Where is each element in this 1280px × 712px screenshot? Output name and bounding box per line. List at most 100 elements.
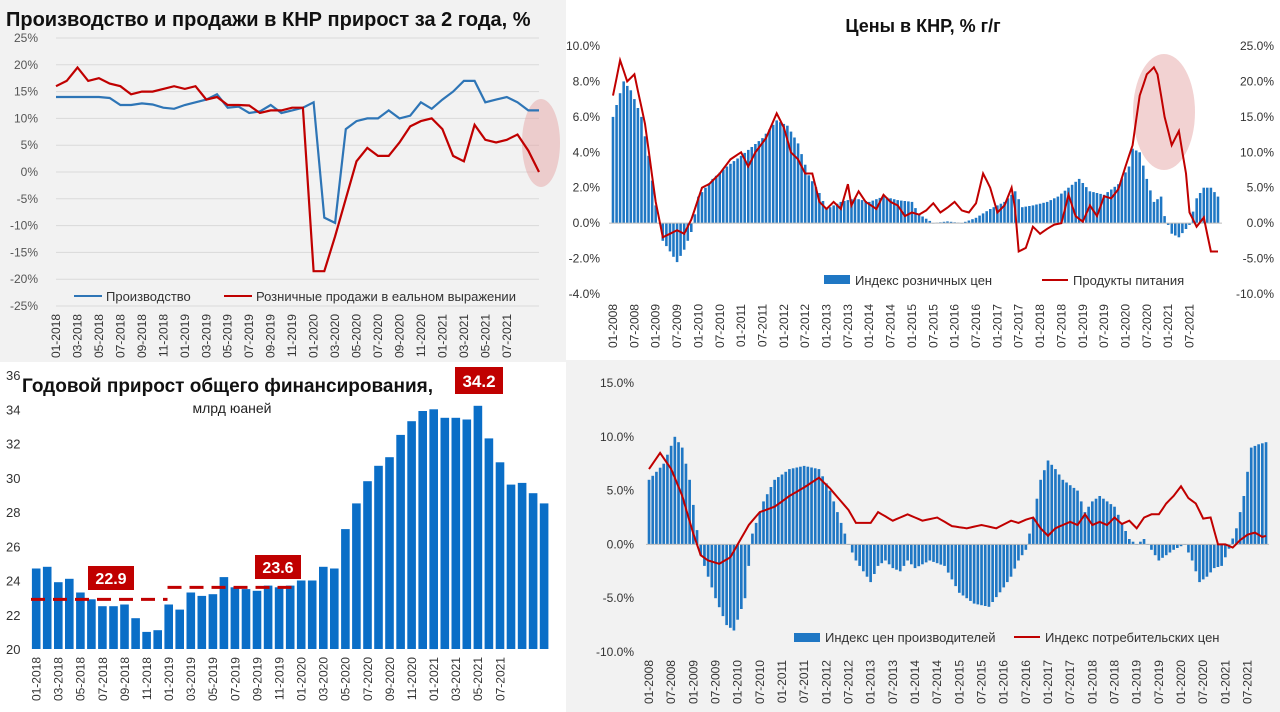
bar-retail-price bbox=[985, 211, 988, 224]
y-right-tick-label: 20.0% bbox=[1240, 74, 1274, 88]
chart-financing: 36 34 32 30 28 26 24 22 20 Годовой прирост общег… bbox=[0, 362, 566, 712]
bar-financing bbox=[241, 589, 251, 649]
bar-financing bbox=[230, 587, 240, 649]
bar-retail-price bbox=[732, 161, 736, 224]
bar-retail-price bbox=[704, 187, 707, 224]
chart-production-retail: Производство и продажи в КНР прирост за … bbox=[0, 0, 566, 362]
bar-retail-price bbox=[1028, 206, 1031, 224]
series-line-production bbox=[56, 79, 539, 225]
bar-ppi bbox=[1013, 544, 1017, 569]
bar-ppi bbox=[1109, 504, 1113, 545]
bar-retail-price bbox=[889, 198, 892, 224]
bar-ppi bbox=[1043, 470, 1046, 545]
x-tick-label: 03-2020 bbox=[317, 657, 331, 701]
bar-financing bbox=[208, 594, 218, 649]
bar-financing bbox=[341, 529, 350, 649]
bar-retail-price bbox=[1031, 205, 1035, 224]
label-34-2-text: 34.2 bbox=[462, 372, 495, 391]
bar-retail-price bbox=[672, 223, 675, 257]
bar-ppi bbox=[965, 544, 969, 599]
y-right-tick-label: 10.0% bbox=[1240, 145, 1274, 159]
bar-ppi bbox=[751, 533, 754, 545]
bar-retail-price bbox=[818, 193, 821, 224]
bar-retail-price bbox=[832, 205, 835, 224]
bar-ppi bbox=[961, 544, 965, 596]
x-tick-label: 01-2014 bbox=[908, 660, 922, 704]
bar-retail-price bbox=[754, 144, 757, 224]
x-tick-label: 09-2020 bbox=[383, 657, 397, 701]
bar-ppi bbox=[1164, 544, 1168, 556]
bar-financing bbox=[352, 503, 361, 649]
legend-swatch-retail-prices bbox=[824, 275, 850, 284]
bar-retail-price bbox=[1017, 199, 1020, 224]
bar-retail-price bbox=[757, 141, 761, 224]
bar-retail-price bbox=[1131, 148, 1134, 224]
bar-ppi bbox=[747, 544, 751, 566]
bar-ppi bbox=[669, 445, 673, 545]
bar-ppi bbox=[869, 544, 872, 583]
bar-retail-price bbox=[1202, 187, 1206, 224]
y-right-tick-label: 25.0% bbox=[1240, 39, 1274, 53]
bar-ppi bbox=[740, 544, 743, 609]
chart4-legend: Индекс цен производителей Индекс потреби… bbox=[794, 630, 1219, 645]
bar-financing bbox=[219, 577, 229, 649]
bar-ppi bbox=[987, 544, 991, 607]
y-left-tick-label: 10.0% bbox=[566, 39, 600, 53]
bar-ppi bbox=[754, 522, 758, 545]
bar-retail-price bbox=[690, 223, 693, 232]
bar-retail-price bbox=[1067, 187, 1070, 224]
bar-ppi bbox=[758, 512, 762, 545]
bar-ppi bbox=[1124, 531, 1127, 545]
bar-ppi bbox=[1246, 471, 1249, 545]
bar-retail-price bbox=[1049, 200, 1053, 224]
legend-label-production: Производство bbox=[106, 289, 191, 304]
y-tick-label: -20% bbox=[10, 272, 38, 286]
chart-ppi-cpi: 15.0% 10.0% 5.0% 0.0% -5.0% -10.0% 01-2008 07-… bbox=[566, 360, 1280, 712]
bar-ppi bbox=[1142, 539, 1146, 545]
y-tick-label: 24 bbox=[6, 574, 20, 589]
x-tick-label: 07-2021 bbox=[500, 314, 514, 358]
x-tick-label: 11-2020 bbox=[405, 657, 419, 700]
bar-retail-price bbox=[882, 196, 885, 224]
x-tick-label: 07-2017 bbox=[1063, 660, 1077, 704]
bar-retail-price bbox=[789, 131, 793, 224]
bar-retail-price bbox=[707, 183, 711, 224]
bar-ppi bbox=[791, 468, 795, 545]
bar-ppi bbox=[736, 544, 739, 620]
x-tick-label: 11-2019 bbox=[272, 657, 286, 700]
bar-retail-price bbox=[1102, 194, 1106, 224]
label-22-9-text: 22.9 bbox=[95, 571, 126, 588]
x-tick-label: 07-2011 bbox=[755, 304, 769, 347]
bar-retail-price bbox=[1216, 196, 1220, 224]
bar-retail-price bbox=[786, 125, 789, 224]
bar-retail-price bbox=[1038, 203, 1042, 224]
bar-financing bbox=[330, 568, 339, 649]
y-tick-label: 0% bbox=[21, 165, 39, 179]
x-tick-label: 01-2021 bbox=[427, 657, 441, 701]
bar-ppi bbox=[862, 544, 865, 572]
bar-ppi bbox=[921, 544, 924, 565]
bar-financing bbox=[109, 606, 118, 649]
bar-ppi bbox=[1120, 522, 1124, 545]
bar-ppi bbox=[1131, 541, 1135, 545]
bar-ppi bbox=[935, 544, 939, 564]
bar-ppi bbox=[1205, 544, 1209, 577]
x-tick-label: 01-2017 bbox=[990, 304, 1004, 348]
bar-ppi bbox=[1172, 544, 1175, 550]
bar-retail-price bbox=[1053, 198, 1056, 224]
bar-ppi bbox=[1238, 512, 1242, 545]
bar-ppi bbox=[673, 436, 677, 545]
bar-retail-price bbox=[1010, 194, 1013, 224]
bar-retail-price bbox=[828, 207, 832, 224]
bar-retail-price bbox=[722, 169, 725, 224]
bar-retail-price bbox=[1077, 178, 1081, 224]
bar-ppi bbox=[1054, 469, 1057, 545]
x-tick-label: 01-2019 bbox=[1076, 304, 1090, 348]
label-34-2-box bbox=[455, 367, 503, 394]
bar-retail-price bbox=[1206, 187, 1209, 224]
y-tick-label: -10.0% bbox=[596, 645, 634, 659]
bar-ppi bbox=[762, 501, 765, 545]
bar-ppi bbox=[1087, 506, 1090, 545]
highlight-ellipse bbox=[522, 99, 560, 187]
x-tick-label: 07-2009 bbox=[709, 660, 723, 704]
